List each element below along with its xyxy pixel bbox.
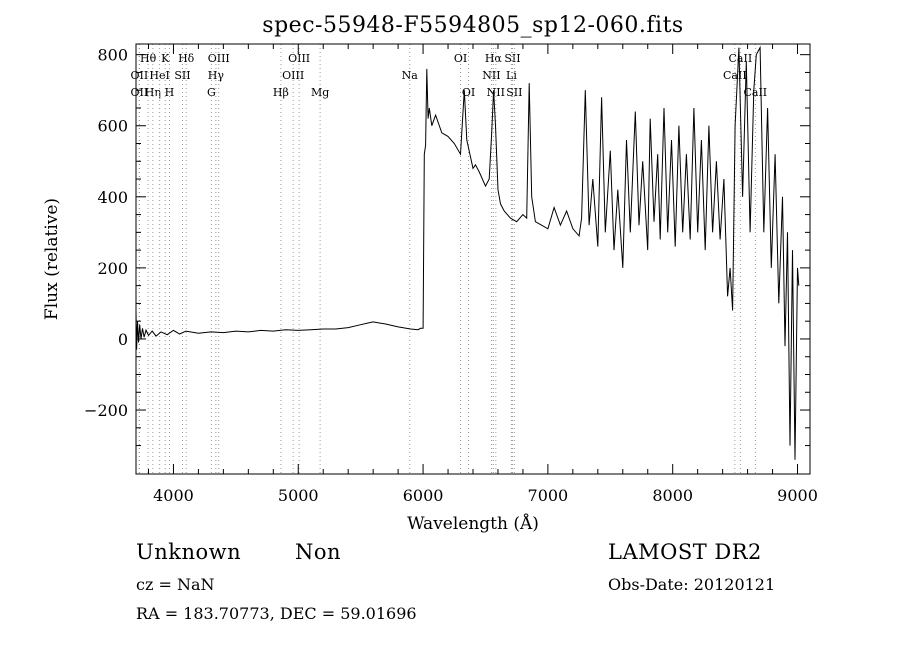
line-marker-label: CaII: [729, 52, 753, 65]
flux-series-line: [135, 45, 800, 460]
line-marker-label: OI: [462, 86, 475, 99]
y-tick-label: 400: [97, 188, 128, 207]
line-marker-label: OI: [454, 52, 467, 65]
class-label: Unknown: [136, 540, 242, 564]
survey-label: LAMOST DR2: [608, 540, 762, 564]
plot-frame: [135, 43, 811, 475]
axis-ticks-layer: 4000 5000 6000 7000 8000 9000 −200 0 200 400 600 80…: [84, 44, 818, 505]
line-marker-label: OIII: [208, 52, 230, 65]
line-marker-label: OIII: [288, 52, 310, 65]
line-marker-label: K: [161, 52, 170, 65]
cz-label: cz = NaN: [136, 575, 215, 594]
line-marker-label: NII: [482, 69, 500, 82]
y-tick-label: 600: [97, 117, 128, 136]
x-tick-label: 7000: [528, 486, 569, 505]
line-marker-label: Hγ: [208, 69, 225, 82]
chart-title: spec-55948-F5594805_sp12-060.fits: [262, 13, 683, 38]
line-marker-label: OIII: [282, 69, 304, 82]
y-tick-label: 0: [118, 330, 128, 349]
line-marker-label: Hη: [145, 86, 161, 99]
line-marker-label: Hδ: [178, 52, 195, 65]
line-marker-label: CaII: [723, 69, 747, 82]
line-marker-label: HeI: [149, 69, 169, 82]
x-tick-label: 9000: [777, 486, 818, 505]
x-tick-label: 8000: [652, 486, 693, 505]
line-marker-label: SII: [504, 52, 520, 65]
line-marker-label: Hβ: [273, 86, 289, 99]
y-tick-label: 800: [97, 46, 128, 65]
line-marker-label: Hα: [485, 52, 503, 65]
line-marker-label: Hθ: [140, 52, 157, 65]
line-marker-label: Na: [402, 69, 419, 82]
line-marker-label: SII: [174, 69, 190, 82]
x-tick-label: 5000: [278, 486, 319, 505]
line-marker-label: Li: [506, 69, 517, 82]
line-marker-label: Mg: [311, 86, 329, 99]
line-marker-label: SII: [506, 86, 522, 99]
coordinates-label: RA = 183.70773, DEC = 59.01696: [136, 604, 417, 623]
subclass-label: Non: [295, 540, 342, 564]
line-marker-label: G: [207, 86, 216, 99]
y-axis-label: Flux (relative): [42, 198, 62, 320]
obs-date-label: Obs-Date: 20120121: [608, 575, 776, 594]
line-marker-label: NII: [487, 86, 505, 99]
line-marker-label: H: [165, 86, 175, 99]
x-axis-label: Wavelength (Å): [407, 513, 539, 534]
y-tick-label: −200: [84, 401, 128, 420]
x-tick-label: 4000: [153, 486, 194, 505]
x-tick-label: 6000: [403, 486, 444, 505]
line-marker-label: OII: [131, 69, 149, 82]
y-tick-label: 200: [97, 259, 128, 278]
